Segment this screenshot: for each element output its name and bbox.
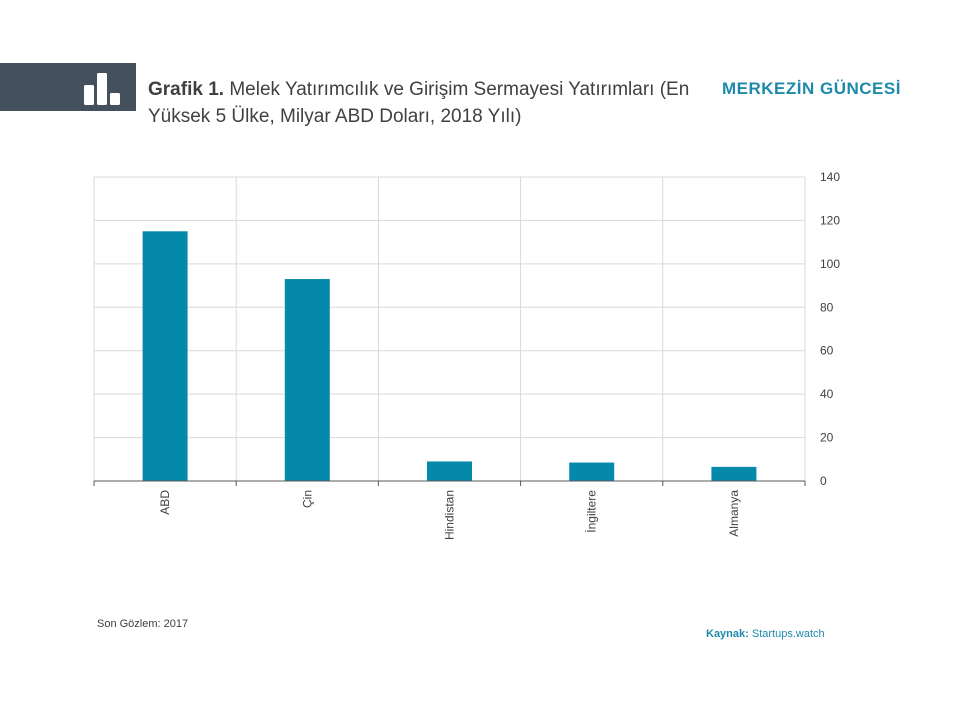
x-tick-label: ABD	[158, 490, 172, 515]
source-value: Startups.watch	[751, 628, 825, 640]
chart-title-text: Melek Yatırımcılık ve Girişim Sermayesi …	[148, 79, 690, 127]
y-tick-label: 60	[820, 344, 834, 358]
bar-2	[284, 279, 330, 481]
chart-title-lead: Grafik 1.	[148, 79, 225, 100]
x-tick-label: Hindistan	[443, 490, 457, 540]
bar-1	[142, 231, 188, 481]
bar-5	[711, 466, 757, 481]
y-tick-label: 120	[820, 213, 840, 227]
source-note: Kaynak: Startups.watch	[706, 628, 825, 640]
y-tick-label: 40	[820, 387, 834, 401]
bar-chart-icon	[84, 73, 120, 105]
bar-4	[569, 462, 615, 481]
last-observation-note: Son Gözlem: 2017	[97, 618, 189, 630]
x-tick-label: İngiltere	[585, 490, 599, 533]
y-tick-label: 140	[820, 170, 840, 184]
chart-title: Grafik 1. Melek Yatırımcılık ve Girişim …	[148, 76, 718, 130]
y-tick-label: 20	[820, 431, 834, 445]
y-tick-label: 80	[820, 300, 834, 314]
y-tick-label: 100	[820, 257, 840, 271]
x-tick-label: Çin	[300, 490, 314, 508]
source-label: Kaynak:	[706, 628, 749, 640]
x-tick-label: Almanya	[727, 490, 741, 537]
brand-name: MERKEZİN GÜNCESİ	[722, 79, 901, 98]
y-tick-label: 0	[820, 474, 827, 488]
bar-3	[427, 461, 472, 481]
header-band	[0, 63, 136, 111]
